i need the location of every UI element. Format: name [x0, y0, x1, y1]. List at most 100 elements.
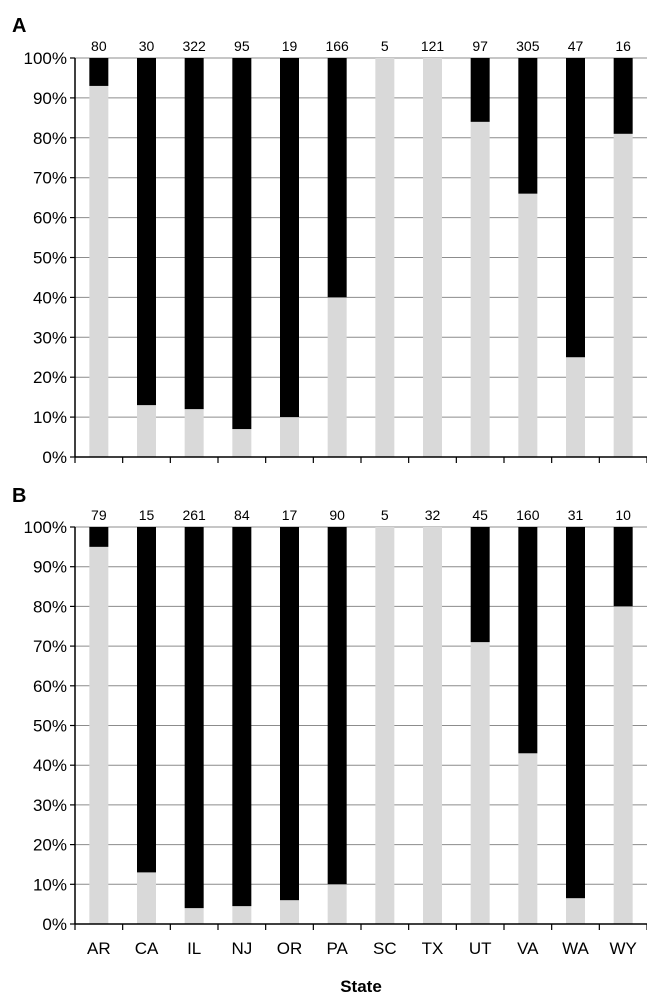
x-tick-label: WA — [562, 939, 589, 958]
bar-segment-gray — [423, 58, 442, 457]
y-tick-label: 40% — [33, 288, 67, 307]
bar-total-label: 32 — [425, 507, 441, 523]
bar-segment-gray — [327, 884, 347, 924]
x-tick-label: VA — [517, 939, 539, 958]
y-tick-label: 80% — [33, 597, 67, 616]
bar-total-label: 97 — [472, 38, 488, 54]
bar-segment-black — [566, 527, 585, 899]
bar-segment-black — [470, 58, 490, 122]
bar-segment-black — [613, 527, 633, 607]
bar-segment-gray — [613, 133, 633, 457]
bar-total-label: 10 — [615, 507, 631, 523]
bar-total-label: 121 — [421, 38, 445, 54]
panel-label: A — [12, 15, 26, 37]
bar-segment-black — [184, 58, 204, 410]
y-tick-label: 10% — [33, 875, 67, 894]
bar-segment-gray — [280, 900, 299, 924]
y-tick-label: 100% — [24, 518, 67, 537]
bar-total-label: 166 — [325, 38, 349, 54]
bar-total-label: 15 — [139, 507, 155, 523]
bar-segment-gray — [375, 527, 395, 924]
bar-total-label: 160 — [516, 507, 540, 523]
bar-segment-gray — [518, 753, 538, 924]
bar-segment-black — [470, 527, 490, 643]
y-tick-label: 90% — [33, 89, 67, 108]
y-tick-label: 60% — [33, 209, 67, 228]
bar-segment-gray — [423, 527, 442, 924]
panel-b-chart: B 0% 10% 20% 30% 40% 50% 60% 70% 80% 90% 100% 79 AR 15… — [12, 485, 647, 958]
x-tick-label: NJ — [231, 939, 252, 958]
y-tick-label: 20% — [33, 368, 67, 387]
bar-total-label: 30 — [139, 38, 155, 54]
bar-segment-black — [137, 527, 156, 873]
bar-total-label: 305 — [516, 38, 540, 54]
bar-segment-black — [232, 527, 252, 907]
y-tick-label: 80% — [33, 129, 67, 148]
panel-a-chart: A 0% 10% 20% 30% 40% 50% 60% 70% 80% 90% 100% 80 30 32… — [12, 15, 647, 467]
y-tick-label: 40% — [33, 756, 67, 775]
bar-segment-gray — [232, 429, 252, 457]
bar-total-label: 80 — [91, 38, 107, 54]
bar-total-label: 79 — [91, 507, 107, 523]
bar-segment-gray — [280, 417, 299, 457]
bar-total-label: 19 — [282, 38, 298, 54]
bar-segment-gray — [566, 357, 585, 457]
bar-total-label: 84 — [234, 507, 250, 523]
bar-total-label: 90 — [329, 507, 345, 523]
bar-total-label: 45 — [472, 507, 488, 523]
x-tick-label: AR — [87, 939, 111, 958]
bar-segment-black — [232, 58, 252, 430]
bar-total-label: 322 — [182, 38, 206, 54]
bar-segment-gray — [184, 908, 204, 924]
bar-segment-gray — [470, 121, 490, 457]
bar-total-label: 17 — [282, 507, 298, 523]
y-tick-label: 20% — [33, 836, 67, 855]
x-tick-label: IL — [187, 939, 201, 958]
bar-segment-black — [327, 527, 347, 885]
panel-label: B — [12, 485, 26, 507]
bar-total-label: 95 — [234, 38, 250, 54]
bar-segment-black — [518, 527, 538, 754]
bar-segment-gray — [89, 546, 109, 924]
y-tick-label: 70% — [33, 169, 67, 188]
y-tick-label: 50% — [33, 249, 67, 268]
bar-segment-gray — [613, 606, 633, 924]
bar-segment-gray — [470, 642, 490, 924]
bar-segment-black — [566, 58, 585, 358]
y-tick-label: 100% — [24, 49, 67, 68]
bar-segment-black — [613, 58, 633, 134]
bar-segment-black — [280, 527, 299, 901]
x-tick-label: UT — [469, 939, 492, 958]
x-tick-label: OR — [277, 939, 303, 958]
bar-segment-gray — [327, 297, 347, 457]
bar-segment-gray — [518, 193, 538, 457]
bar-segment-black — [327, 58, 347, 298]
x-tick-label: CA — [135, 939, 159, 958]
bar-segment-black — [280, 58, 299, 418]
x-tick-label: TX — [422, 939, 444, 958]
y-tick-label: 30% — [33, 796, 67, 815]
bar-segment-black — [518, 58, 538, 194]
bar-total-label: 16 — [615, 38, 631, 54]
x-tick-label: WY — [609, 939, 636, 958]
y-tick-label: 30% — [33, 328, 67, 347]
y-tick-label: 50% — [33, 717, 67, 736]
bar-total-label: 5 — [381, 507, 389, 523]
bar-total-label: 47 — [568, 38, 584, 54]
bar-segment-gray — [137, 405, 156, 457]
bar-segment-black — [89, 58, 109, 86]
bar-segment-gray — [137, 872, 156, 924]
bar-segment-gray — [232, 906, 252, 924]
y-tick-label: 60% — [33, 677, 67, 696]
y-tick-label: 70% — [33, 637, 67, 656]
bar-total-label: 261 — [182, 507, 206, 523]
x-tick-label: SC — [373, 939, 397, 958]
y-tick-label: 0% — [42, 448, 67, 467]
x-tick-label: PA — [326, 939, 348, 958]
bar-segment-black — [137, 58, 156, 406]
bar-segment-black — [184, 527, 204, 909]
x-axis-title: State — [340, 977, 382, 996]
bar-segment-black — [89, 527, 109, 547]
bar-total-label: 5 — [381, 38, 389, 54]
